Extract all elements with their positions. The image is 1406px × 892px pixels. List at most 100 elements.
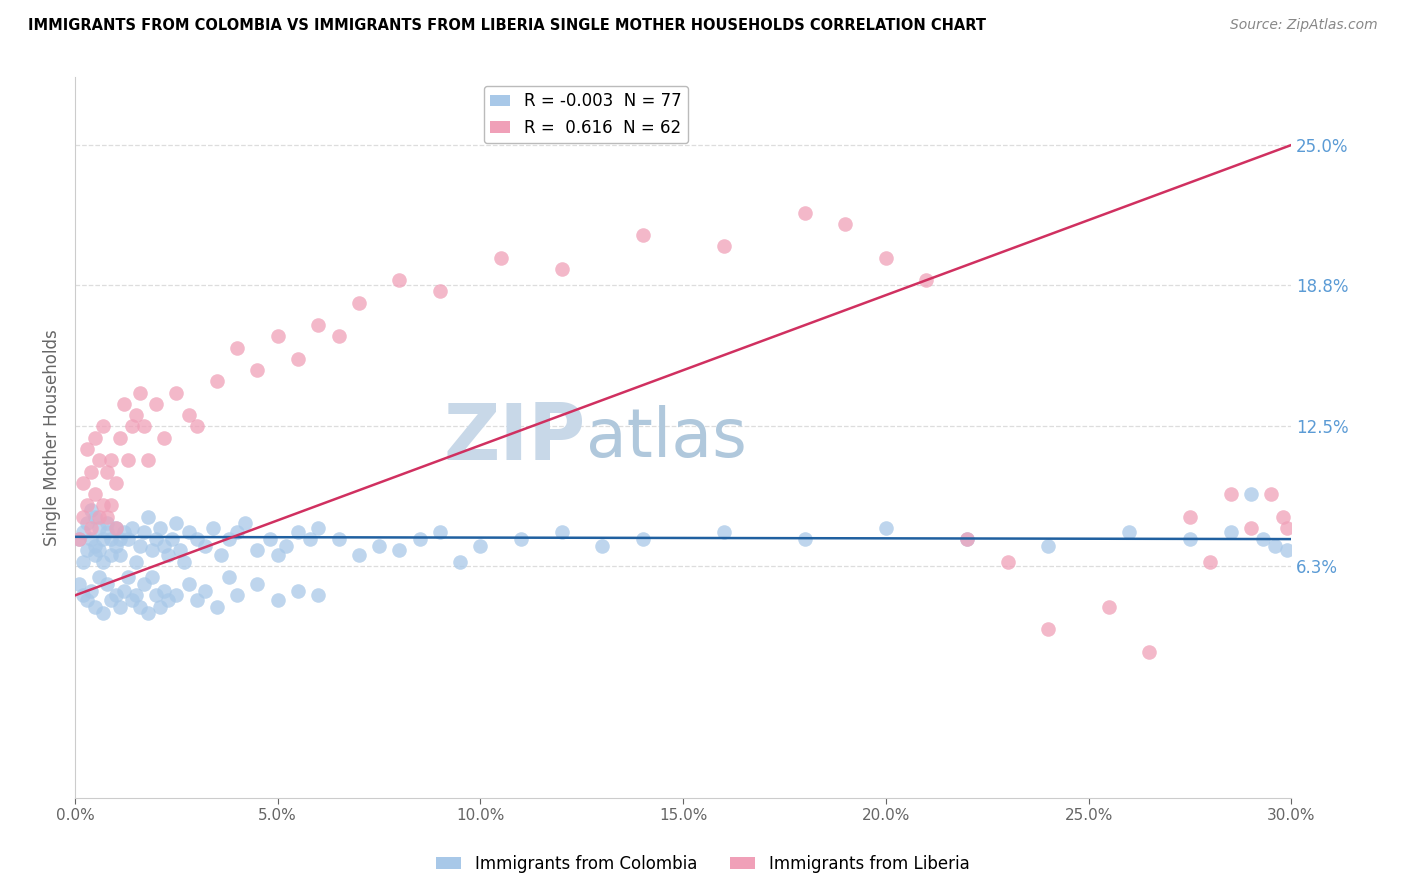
Point bbox=[328, 329, 350, 343]
Point bbox=[1240, 521, 1263, 535]
Point bbox=[246, 363, 269, 377]
Point bbox=[956, 532, 979, 546]
Point bbox=[307, 318, 329, 333]
Legend: Immigrants from Colombia, Immigrants from Liberia: Immigrants from Colombia, Immigrants fro… bbox=[430, 848, 976, 880]
Point bbox=[153, 583, 176, 598]
Point bbox=[550, 525, 572, 540]
Point bbox=[169, 543, 191, 558]
Point bbox=[1219, 525, 1241, 540]
Point bbox=[72, 509, 94, 524]
Point bbox=[132, 419, 155, 434]
Point bbox=[72, 588, 94, 602]
Point bbox=[84, 431, 107, 445]
Point bbox=[218, 570, 240, 584]
Point bbox=[112, 397, 135, 411]
Point bbox=[274, 539, 297, 553]
Point bbox=[104, 588, 127, 602]
Point bbox=[132, 525, 155, 540]
Point bbox=[1178, 509, 1201, 524]
Point bbox=[177, 577, 200, 591]
Point bbox=[1036, 622, 1059, 636]
Point bbox=[96, 465, 118, 479]
Point bbox=[153, 431, 176, 445]
Point bbox=[145, 532, 167, 546]
Point bbox=[177, 409, 200, 423]
Point bbox=[226, 588, 249, 602]
Point bbox=[80, 503, 103, 517]
Point bbox=[173, 555, 195, 569]
Point bbox=[449, 555, 471, 569]
Point bbox=[287, 351, 309, 366]
Point bbox=[128, 599, 150, 614]
Point bbox=[205, 375, 228, 389]
Point bbox=[72, 475, 94, 490]
Point bbox=[307, 521, 329, 535]
Point bbox=[76, 543, 98, 558]
Point bbox=[112, 525, 135, 540]
Point bbox=[76, 516, 98, 531]
Point bbox=[226, 525, 249, 540]
Point bbox=[125, 588, 148, 602]
Point bbox=[93, 419, 115, 434]
Point bbox=[100, 498, 122, 512]
Point bbox=[209, 548, 232, 562]
Point bbox=[121, 419, 143, 434]
Text: Source: ZipAtlas.com: Source: ZipAtlas.com bbox=[1230, 18, 1378, 32]
Point bbox=[489, 251, 512, 265]
Point bbox=[108, 599, 131, 614]
Point bbox=[470, 539, 492, 553]
Point bbox=[117, 532, 139, 546]
Point bbox=[149, 521, 172, 535]
Point bbox=[631, 532, 654, 546]
Point bbox=[93, 555, 115, 569]
Point bbox=[80, 532, 103, 546]
Point bbox=[93, 607, 115, 621]
Point bbox=[153, 539, 176, 553]
Point bbox=[226, 341, 249, 355]
Point bbox=[100, 548, 122, 562]
Point bbox=[145, 397, 167, 411]
Point bbox=[1272, 509, 1295, 524]
Point bbox=[429, 525, 451, 540]
Point bbox=[713, 525, 735, 540]
Point bbox=[1036, 539, 1059, 553]
Point bbox=[834, 217, 856, 231]
Point bbox=[80, 583, 103, 598]
Point bbox=[186, 419, 208, 434]
Point bbox=[1118, 525, 1140, 540]
Point bbox=[1219, 487, 1241, 501]
Point bbox=[128, 539, 150, 553]
Text: atlas: atlas bbox=[586, 405, 747, 471]
Point bbox=[205, 599, 228, 614]
Point bbox=[157, 548, 180, 562]
Point bbox=[157, 593, 180, 607]
Point bbox=[186, 532, 208, 546]
Point bbox=[550, 261, 572, 276]
Point bbox=[997, 555, 1019, 569]
Text: IMMIGRANTS FROM COLOMBIA VS IMMIGRANTS FROM LIBERIA SINGLE MOTHER HOUSEHOLDS COR: IMMIGRANTS FROM COLOMBIA VS IMMIGRANTS F… bbox=[28, 18, 986, 33]
Point bbox=[89, 543, 111, 558]
Point bbox=[233, 516, 256, 531]
Point bbox=[89, 453, 111, 467]
Point bbox=[76, 593, 98, 607]
Point bbox=[1277, 521, 1299, 535]
Point bbox=[368, 539, 391, 553]
Point bbox=[80, 521, 103, 535]
Point bbox=[194, 539, 217, 553]
Point bbox=[76, 498, 98, 512]
Point bbox=[96, 516, 118, 531]
Point bbox=[67, 577, 90, 591]
Point bbox=[100, 453, 122, 467]
Point bbox=[201, 521, 224, 535]
Point bbox=[186, 593, 208, 607]
Point bbox=[875, 521, 897, 535]
Point bbox=[429, 285, 451, 299]
Point bbox=[84, 599, 107, 614]
Point bbox=[328, 532, 350, 546]
Point bbox=[108, 431, 131, 445]
Point bbox=[132, 577, 155, 591]
Point bbox=[631, 228, 654, 243]
Point bbox=[267, 593, 290, 607]
Point bbox=[287, 525, 309, 540]
Point bbox=[307, 588, 329, 602]
